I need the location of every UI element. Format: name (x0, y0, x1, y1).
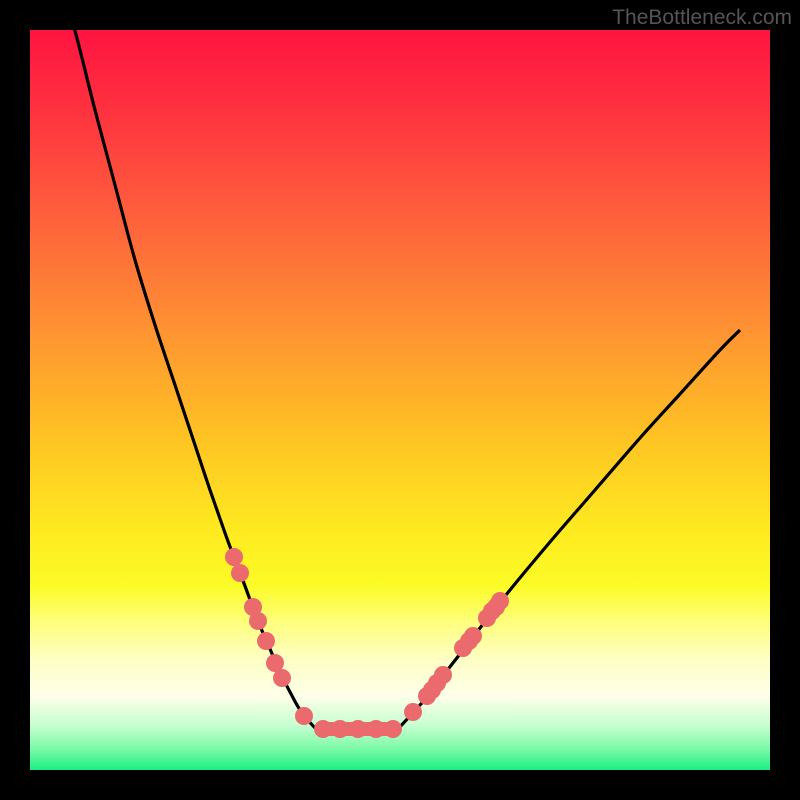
marker-point (231, 564, 249, 582)
marker-point (273, 669, 291, 687)
marker-point (404, 703, 422, 721)
bottleneck-chart (0, 0, 800, 800)
marker-point (367, 720, 385, 738)
marker-point (491, 592, 509, 610)
marker-point (464, 627, 482, 645)
plot-background (30, 30, 770, 770)
marker-point (295, 707, 313, 725)
marker-point (384, 720, 402, 738)
marker-point (249, 612, 267, 630)
marker-point (225, 548, 243, 566)
marker-point (349, 720, 367, 738)
marker-point (257, 632, 275, 650)
marker-point (434, 666, 452, 684)
chart-container: TheBottleneck.com (0, 0, 800, 800)
marker-point (314, 720, 332, 738)
marker-point (331, 720, 349, 738)
watermark-text: TheBottleneck.com (612, 6, 792, 30)
